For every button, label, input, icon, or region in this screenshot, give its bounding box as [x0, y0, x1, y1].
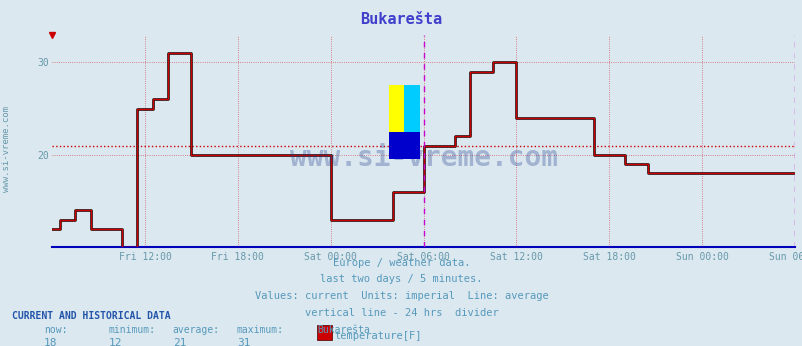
- Text: minimum:: minimum:: [108, 325, 156, 335]
- Bar: [388, 132, 419, 160]
- Text: Bukarešta: Bukarešta: [360, 12, 442, 27]
- Text: 12: 12: [108, 338, 122, 346]
- Bar: [403, 85, 419, 132]
- Text: now:: now:: [44, 325, 67, 335]
- Bar: [388, 85, 403, 132]
- Text: 31: 31: [237, 338, 250, 346]
- Text: maximum:: maximum:: [237, 325, 284, 335]
- Text: 18: 18: [44, 338, 58, 346]
- Text: Bukarešta: Bukarešta: [317, 325, 370, 335]
- Text: www.si-vreme.com: www.si-vreme.com: [2, 106, 11, 192]
- Text: average:: average:: [172, 325, 220, 335]
- Text: vertical line - 24 hrs  divider: vertical line - 24 hrs divider: [304, 308, 498, 318]
- Text: www.si-vreme.com: www.si-vreme.com: [290, 144, 557, 172]
- Text: Europe / weather data.: Europe / weather data.: [332, 258, 470, 268]
- Text: CURRENT AND HISTORICAL DATA: CURRENT AND HISTORICAL DATA: [12, 311, 171, 321]
- Text: Values: current  Units: imperial  Line: average: Values: current Units: imperial Line: av…: [254, 291, 548, 301]
- Text: 21: 21: [172, 338, 186, 346]
- Text: last two days / 5 minutes.: last two days / 5 minutes.: [320, 274, 482, 284]
- Text: temperature[F]: temperature[F]: [334, 331, 422, 340]
